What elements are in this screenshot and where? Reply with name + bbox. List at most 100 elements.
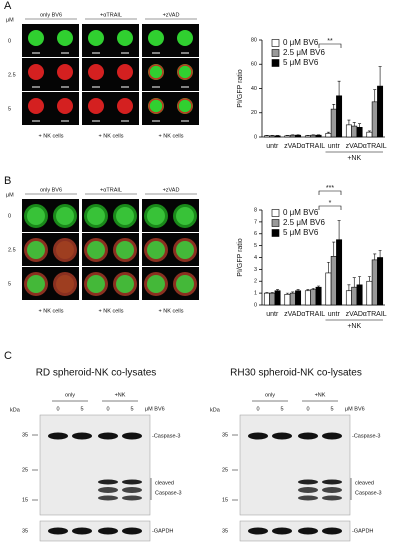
spheroid [57, 98, 73, 114]
spheroid [148, 30, 164, 46]
error-bar [326, 261, 330, 273]
spheroid-core [116, 241, 134, 259]
bar [315, 286, 322, 306]
spheroid-core [27, 241, 45, 259]
spheroid-core [56, 275, 74, 293]
unit-label: μM BV6 [145, 406, 165, 412]
spheroid-core [87, 275, 105, 293]
cleaved-band [322, 487, 342, 493]
band [98, 432, 118, 440]
y-tick-label: 4 [254, 255, 257, 261]
loading-band [322, 527, 342, 535]
x-tick-label: zVAD [284, 311, 301, 318]
significance-bracket [318, 190, 342, 195]
y-tick-label: 7 [254, 219, 257, 225]
band-label: cleaved [155, 480, 174, 486]
panel-letter: C [4, 350, 12, 362]
loading-band [72, 527, 92, 535]
legend-label: 2.5 μM BV6 [283, 218, 326, 227]
blot-title: RD spheroid-NK co-lysates [36, 368, 157, 379]
spheroid [117, 98, 133, 114]
lane-label: 5 [80, 406, 83, 412]
spheroid-core [176, 275, 194, 293]
cleaved-band [322, 479, 342, 485]
spheroid [117, 30, 133, 46]
spheroid-core [116, 207, 134, 225]
legend-swatch [271, 39, 280, 47]
spheroid-core [27, 207, 45, 225]
x-tick-label: αTRAIL [363, 143, 387, 150]
band [72, 432, 92, 440]
error-bar [373, 253, 377, 260]
y-tick-label: 5 [254, 243, 257, 249]
blot-title: RH30 spheroid-NK co-lysates [230, 368, 362, 379]
blot [39, 520, 151, 542]
lane-label: 5 [280, 406, 283, 412]
legend-swatch [271, 209, 280, 217]
row-label: 0 [8, 38, 11, 44]
kda-label: kDa [210, 407, 221, 413]
footer-label: + NK cells [159, 308, 184, 314]
bar [274, 135, 281, 138]
lane-group: only [65, 392, 75, 398]
bar [351, 286, 358, 306]
bar [304, 290, 311, 306]
lane-label: 0 [106, 406, 109, 412]
spheroid-core [176, 241, 194, 259]
unit-label: μM [6, 192, 14, 198]
bar [377, 257, 384, 306]
bar [269, 292, 276, 306]
cleaved-band [98, 495, 118, 501]
significance-label: ** [327, 38, 333, 45]
spheroid [148, 64, 164, 80]
band-label: Caspase-3 [355, 490, 382, 496]
legend-swatch [271, 59, 280, 67]
cleaved-band [122, 487, 142, 493]
spheroid-core [176, 207, 194, 225]
bar [310, 134, 317, 138]
footer-label: + NK cells [39, 308, 64, 314]
lane-label: 5 [330, 406, 333, 412]
x-tick-label: untr [266, 311, 279, 318]
spheroid [28, 64, 44, 80]
unit-label: μM BV6 [345, 406, 365, 412]
column-header: only BV6 [40, 187, 62, 193]
band [122, 432, 142, 440]
spheroid-rim [177, 64, 193, 80]
spheroid [88, 98, 104, 114]
lane-label: 0 [256, 406, 259, 412]
spheroid-core [147, 275, 165, 293]
error-bar [352, 122, 356, 127]
error-bar [358, 276, 362, 285]
bar [310, 289, 317, 306]
bar [336, 95, 343, 138]
x-tick-label: untr [328, 143, 341, 150]
lane-group: +NK [115, 392, 126, 398]
cleaved-band [98, 487, 118, 493]
marker-label: 25 [222, 467, 228, 473]
bar [315, 134, 322, 138]
column-header: +zVAD [163, 187, 180, 193]
bar [274, 290, 281, 306]
error-bar [378, 250, 382, 258]
bar [345, 290, 352, 306]
y-axis-label: PI/GFP ratio [237, 69, 244, 107]
bar [330, 108, 337, 138]
x-tick-label: zVAD [284, 143, 301, 150]
error-bar [378, 66, 382, 87]
marker-label: 25 [22, 467, 28, 473]
spheroid [57, 30, 73, 46]
marker-label: 15 [22, 497, 28, 503]
lane-group: only [265, 392, 275, 398]
bar [351, 125, 358, 138]
significance-label: *** [326, 185, 334, 192]
band [48, 432, 68, 440]
x-tick-label: untr [328, 311, 341, 318]
significance-label: * [329, 200, 332, 207]
column-header: +αTRAIL [100, 12, 122, 18]
spheroid-core [56, 207, 74, 225]
spheroid [57, 64, 73, 80]
x-tick-label: zVAD [346, 311, 363, 318]
blot [239, 520, 351, 542]
x-tick-label: zVAD [346, 143, 363, 150]
